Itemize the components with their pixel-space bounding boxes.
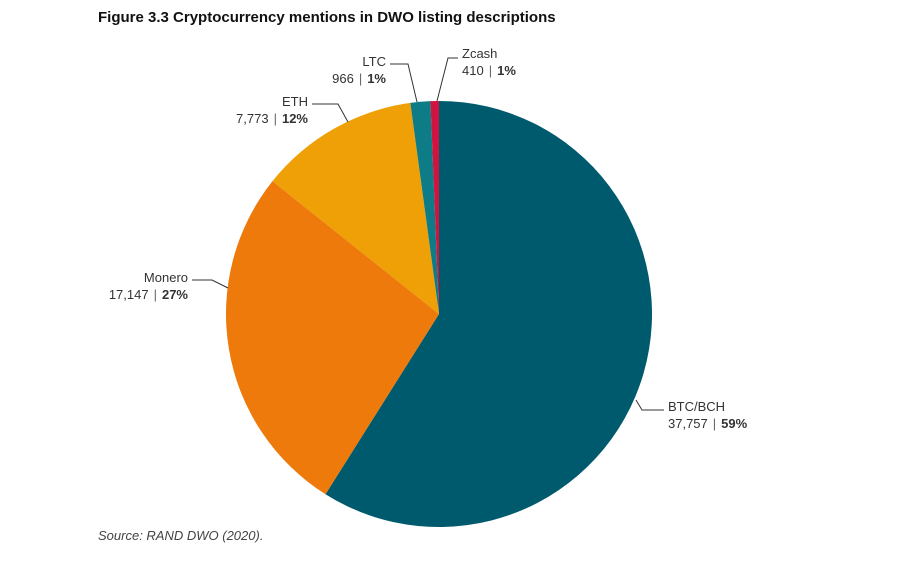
pie-slice — [226, 181, 439, 495]
slice-label: BTC/BCH — [668, 399, 725, 414]
chart-title: Figure 3.3 Cryptocurrency mentions in DW… — [98, 9, 556, 26]
count-label: 17,147 — [109, 287, 149, 302]
slice-label: Monero — [144, 270, 188, 285]
leader-line — [635, 399, 664, 411]
source-note: Source: RAND DWO (2020). — [98, 528, 263, 543]
percent-label: 1% — [367, 71, 386, 86]
pie-slice — [272, 102, 439, 314]
pie-slice — [430, 101, 439, 314]
count-label: 7,773 — [236, 111, 269, 126]
slice-value: 7,773 | 12% — [236, 111, 308, 126]
slice-value: 37,757 | 59% — [668, 416, 748, 431]
count-label: 410 — [462, 63, 484, 78]
percent-label: 59% — [721, 416, 747, 431]
count-label: 966 — [332, 71, 354, 86]
percent-label: 1% — [497, 63, 516, 78]
percent-label: 12% — [282, 111, 308, 126]
pie-slice — [325, 101, 652, 527]
separator: | — [489, 63, 492, 78]
leader-line — [192, 279, 229, 289]
slice-value: 17,147 | 27% — [109, 287, 189, 302]
separator: | — [359, 71, 362, 86]
slice-label: LTC — [362, 54, 386, 69]
leader-line — [390, 63, 418, 103]
separator: | — [154, 287, 157, 302]
slice-label: ETH — [282, 94, 308, 109]
separator: | — [713, 416, 716, 431]
leader-line — [312, 103, 349, 123]
percent-label: 27% — [162, 287, 188, 302]
pie-slice — [410, 101, 439, 314]
separator: | — [274, 111, 277, 126]
count-label: 37,757 — [668, 416, 708, 431]
leader-line — [436, 57, 458, 102]
slice-value: 966 | 1% — [332, 71, 386, 86]
slice-label: Zcash — [462, 46, 497, 61]
slice-value: 410 | 1% — [462, 63, 516, 78]
